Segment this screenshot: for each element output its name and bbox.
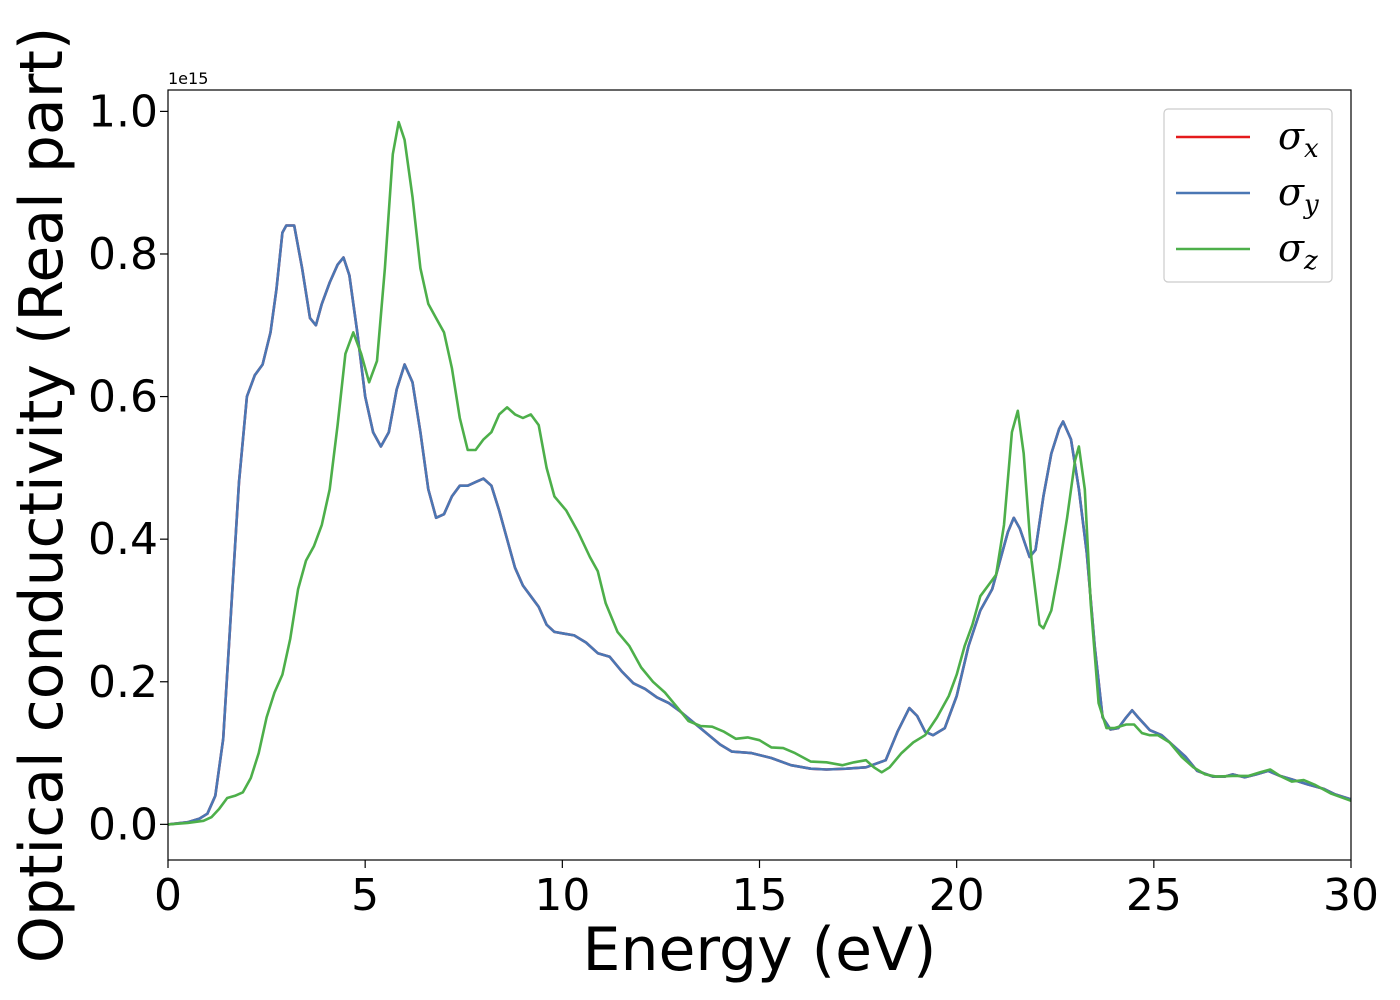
x-axis-label: Energy (eV)	[583, 915, 937, 985]
x-tick-label: 15	[732, 870, 788, 921]
legend-label-z: σz	[1278, 226, 1318, 276]
series-line-y	[168, 224, 1351, 826]
y-tick-label: 1.0	[88, 86, 158, 137]
x-tick-label: 25	[1126, 870, 1182, 921]
legend-label-y: σy	[1278, 170, 1319, 220]
legend-box	[1163, 108, 1333, 283]
x-tick-label: 5	[351, 870, 379, 921]
ticks-layer: 0 5 10 15 20 25 30 0.0 0.2 0.4 0.6 0.8 1.0	[88, 86, 1379, 921]
y-offset-label: 1e15	[168, 69, 208, 88]
y-tick-label: 0.8	[88, 229, 158, 280]
x-tick-label: 20	[929, 870, 985, 921]
x-tick-label: 10	[534, 870, 590, 921]
y-tick-label: 0.4	[88, 514, 158, 565]
y-tick-label: 0.2	[88, 657, 158, 708]
y-axis-label: Optical conductivity (Real part)	[7, 27, 77, 964]
series-layer	[168, 120, 1351, 826]
series-line-z	[168, 120, 1351, 826]
x-tick-label: 30	[1323, 870, 1379, 921]
series-line-x	[168, 224, 1351, 826]
y-tick-label: 0.6	[88, 372, 158, 423]
y-tick-label: 0.0	[88, 799, 158, 850]
legend: σx σy σz	[1163, 108, 1333, 283]
legend-label-x: σx	[1278, 114, 1319, 164]
x-tick-label: 0	[154, 870, 182, 921]
